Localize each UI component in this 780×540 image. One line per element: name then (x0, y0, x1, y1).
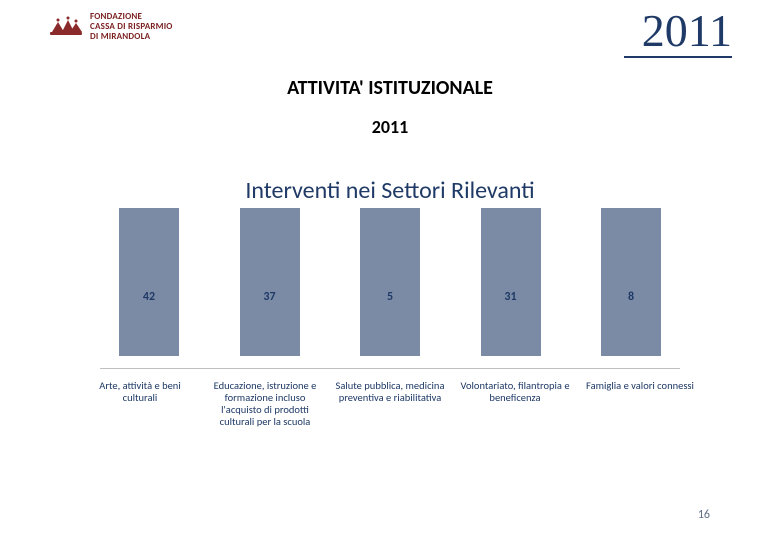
chart-baseline (100, 368, 680, 369)
page-number: 16 (698, 508, 710, 522)
bar-col-0 (100, 208, 198, 368)
bar-col-3 (462, 208, 560, 368)
org-logo: FONDAZIONE CASSA DI RISPARMIO DI MIRANDO… (48, 12, 173, 42)
bar-0 (119, 208, 179, 356)
bar-4 (601, 208, 661, 356)
bar-col-2 (341, 208, 439, 368)
category-label-4: Famiglia e valori connessi (580, 380, 700, 428)
bar-2 (360, 208, 420, 356)
bar-1 (240, 208, 300, 356)
slide-page: FONDAZIONE CASSA DI RISPARMIO DI MIRANDO… (0, 0, 780, 540)
foundation-name: FONDAZIONE CASSA DI RISPARMIO DI MIRANDO… (90, 12, 173, 42)
chart-title: Interventi nei Settori Rilevanti (0, 176, 780, 205)
value-label-2: 5 (341, 290, 439, 304)
value-label-0: 42 (100, 290, 198, 304)
bar-col-4 (582, 208, 680, 368)
page-title: ATTIVITA' ISTITUZIONALE (0, 76, 780, 100)
bar-col-1 (221, 208, 319, 368)
bar-group (100, 208, 680, 368)
logo-line3: DI MIRANDOLA (90, 32, 173, 42)
value-labels-row: 42 37 5 31 8 (100, 290, 680, 304)
page-subtitle-year: 2011 (0, 116, 780, 138)
category-label-0: Arte, attività e beni culturali (80, 380, 200, 428)
foundation-crest-icon (48, 14, 84, 40)
bar-chart (100, 208, 680, 368)
bar-3 (481, 208, 541, 356)
value-label-3: 31 (462, 290, 560, 304)
category-label-1: Educazione, istruzione e formazione incl… (205, 380, 325, 428)
category-labels-row: Arte, attività e beni culturali Educazio… (80, 380, 700, 428)
category-label-2: Salute pubblica, medicina preventiva e r… (330, 380, 450, 428)
value-label-1: 37 (221, 290, 319, 304)
category-label-3: Volontariato, filantropia e beneficenza (455, 380, 575, 428)
value-label-4: 8 (582, 290, 680, 304)
header-year-underline (624, 56, 732, 58)
header-year: 2011 (642, 4, 732, 57)
